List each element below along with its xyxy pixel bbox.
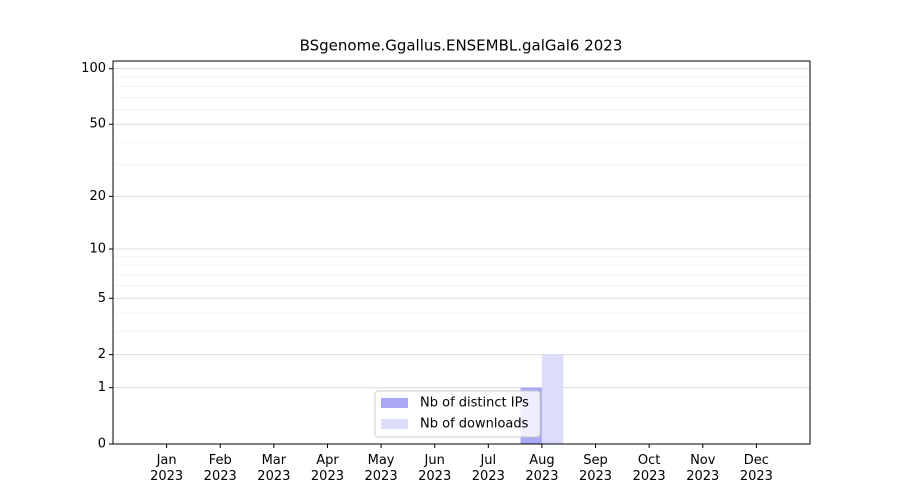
- legend-label: Nb of distinct IPs: [420, 396, 529, 411]
- x-tick-label: Feb 2023: [203, 453, 237, 484]
- x-tick-label: Aug 2023: [525, 453, 559, 484]
- x-tick-label: Nov 2023: [686, 453, 720, 484]
- x-tick-label: Sep 2023: [578, 453, 613, 484]
- y-tick-label: 10: [89, 241, 106, 256]
- x-tick-label: May 2023: [364, 453, 398, 484]
- x-tick-label: Jun 2023: [418, 453, 452, 484]
- legend-box: [374, 390, 541, 438]
- legend-label: Nb of downloads: [420, 417, 529, 432]
- x-tick-label: Apr 2023: [310, 453, 344, 484]
- y-tick-label: 2: [98, 347, 106, 362]
- y-tick-label: 100: [81, 61, 106, 76]
- x-tick-label: Jan 2023: [150, 453, 184, 484]
- legend-swatch: [381, 419, 408, 429]
- y-tick-label: 0: [98, 437, 106, 452]
- x-tick-label: Oct 2023: [632, 453, 666, 484]
- x-tick-label: Mar 2023: [257, 453, 291, 484]
- y-tick-label: 50: [89, 117, 106, 132]
- y-tick-label: 5: [98, 291, 106, 306]
- y-tick-label: 20: [89, 189, 106, 204]
- legend-swatch: [381, 398, 408, 408]
- legend: Nb of distinct IPs Nb of downloads: [374, 390, 541, 438]
- plot-frame: [112, 60, 811, 445]
- x-tick-label: Dec 2023: [739, 453, 773, 484]
- chart-title: BSgenome.Ggallus.ENSEMBL.galGal6 2023: [300, 37, 623, 55]
- y-tick-label: 1: [98, 380, 106, 395]
- x-tick-label: Jul 2023: [471, 453, 505, 484]
- bar: [541, 354, 564, 444]
